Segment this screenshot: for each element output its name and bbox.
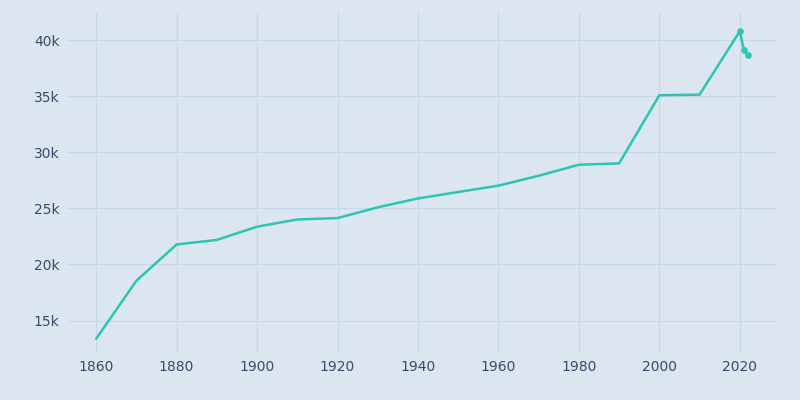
Point <box>742 52 754 58</box>
Point <box>734 28 746 34</box>
Point <box>738 47 750 53</box>
